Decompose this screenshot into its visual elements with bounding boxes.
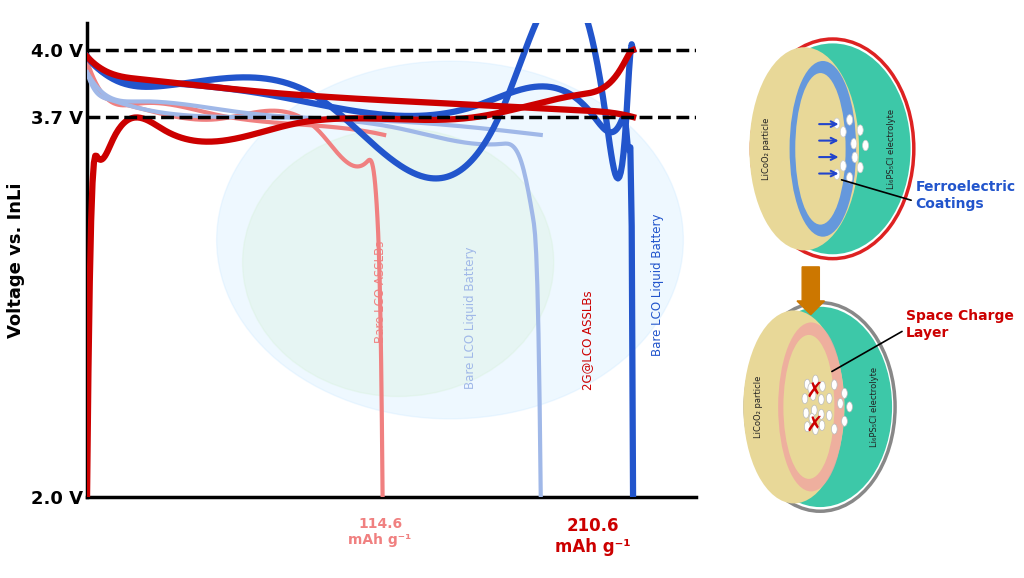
Circle shape	[834, 169, 840, 180]
Circle shape	[834, 118, 840, 128]
Circle shape	[847, 173, 853, 183]
Circle shape	[838, 398, 844, 409]
Text: Space Charge
Layer: Space Charge Layer	[906, 309, 1014, 340]
Text: 114.6
mAh g⁻¹: 114.6 mAh g⁻¹	[348, 517, 412, 547]
Text: Bare LCO ASSLBs: Bare LCO ASSLBs	[374, 240, 386, 343]
Circle shape	[851, 139, 857, 149]
Circle shape	[852, 152, 858, 162]
Y-axis label: Voltage vs. InLi: Voltage vs. InLi	[7, 182, 26, 338]
Ellipse shape	[783, 335, 835, 479]
Circle shape	[818, 394, 824, 405]
Circle shape	[857, 162, 863, 173]
Ellipse shape	[755, 43, 910, 254]
Circle shape	[808, 383, 814, 394]
Ellipse shape	[217, 61, 683, 419]
Text: Bare LCO Liquid Battery: Bare LCO Liquid Battery	[651, 213, 664, 356]
Circle shape	[813, 424, 818, 435]
Ellipse shape	[749, 307, 892, 507]
Circle shape	[819, 381, 825, 391]
Circle shape	[841, 161, 846, 171]
Circle shape	[826, 394, 833, 403]
Circle shape	[819, 420, 825, 431]
Text: 210.6
mAh g⁻¹: 210.6 mAh g⁻¹	[555, 517, 631, 556]
Circle shape	[803, 408, 809, 418]
Ellipse shape	[243, 128, 554, 397]
Ellipse shape	[790, 61, 856, 237]
Text: Ferroelectric
Coatings: Ferroelectric Coatings	[915, 180, 1016, 210]
Text: LiCoO₂ particle: LiCoO₂ particle	[754, 376, 763, 438]
Ellipse shape	[796, 73, 846, 225]
Circle shape	[842, 416, 847, 426]
Circle shape	[831, 380, 838, 390]
Circle shape	[818, 409, 824, 420]
Circle shape	[841, 127, 846, 137]
Circle shape	[847, 402, 852, 412]
Ellipse shape	[778, 323, 844, 491]
Text: Bare LCO Liquid Battery: Bare LCO Liquid Battery	[464, 247, 477, 390]
Text: Li₆PS₅Cl electrolyte: Li₆PS₅Cl electrolyte	[869, 367, 879, 447]
Circle shape	[842, 388, 847, 398]
FancyArrow shape	[797, 267, 824, 314]
Circle shape	[811, 405, 817, 415]
Circle shape	[805, 421, 810, 432]
Circle shape	[810, 390, 816, 401]
Text: ✗: ✗	[806, 414, 823, 435]
Circle shape	[813, 375, 818, 385]
Circle shape	[805, 379, 810, 390]
Ellipse shape	[750, 47, 859, 250]
Circle shape	[857, 125, 863, 135]
Text: LiCoO₂ particle: LiCoO₂ particle	[762, 118, 770, 180]
Circle shape	[809, 413, 815, 424]
Text: 2G@LCO ASSLBs: 2G@LCO ASSLBs	[581, 291, 594, 390]
Circle shape	[862, 140, 868, 151]
Circle shape	[831, 424, 838, 434]
Circle shape	[802, 394, 808, 403]
Circle shape	[847, 114, 853, 125]
Circle shape	[826, 410, 833, 420]
Text: Li₆PS₅Cl electrolyte: Li₆PS₅Cl electrolyte	[887, 109, 896, 189]
Ellipse shape	[743, 310, 845, 503]
Text: ✗: ✗	[806, 380, 823, 401]
